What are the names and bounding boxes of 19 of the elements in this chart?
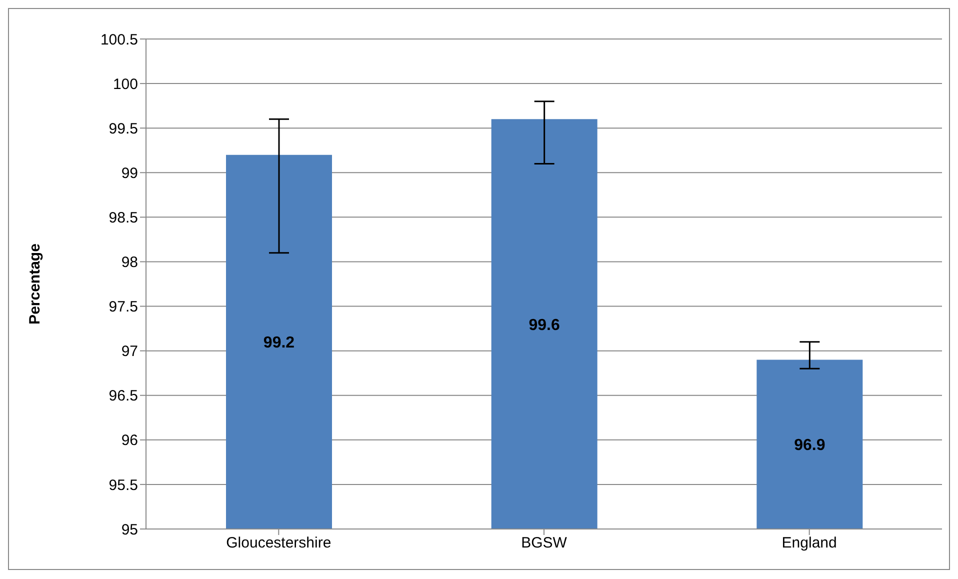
y-tick-label: 95.5 <box>108 476 138 494</box>
y-tick-label: 96 <box>121 432 138 450</box>
x-tick-label: England <box>782 534 837 552</box>
data-label: 99.6 <box>528 316 560 334</box>
y-tick-label: 96.5 <box>108 388 138 405</box>
y-tick-label: 100.5 <box>100 31 138 48</box>
y-axis-title: Percentage <box>26 244 44 324</box>
y-tick-label: 95 <box>121 521 138 538</box>
y-tick-label: 100 <box>112 76 138 93</box>
y-tick-label: 99 <box>121 164 138 182</box>
y-tick-label: 97.5 <box>108 298 138 316</box>
y-tick-label: 99.5 <box>108 120 138 138</box>
y-tick-label: 98 <box>121 254 138 272</box>
x-tick-label: Gloucestershire <box>226 534 332 552</box>
y-tick-label: 97 <box>121 343 138 360</box>
data-label: 96.9 <box>794 437 826 454</box>
y-tick-label: 98.5 <box>108 210 138 227</box>
data-label: 99.2 <box>263 334 295 352</box>
x-tick-label: BGSW <box>521 534 568 552</box>
